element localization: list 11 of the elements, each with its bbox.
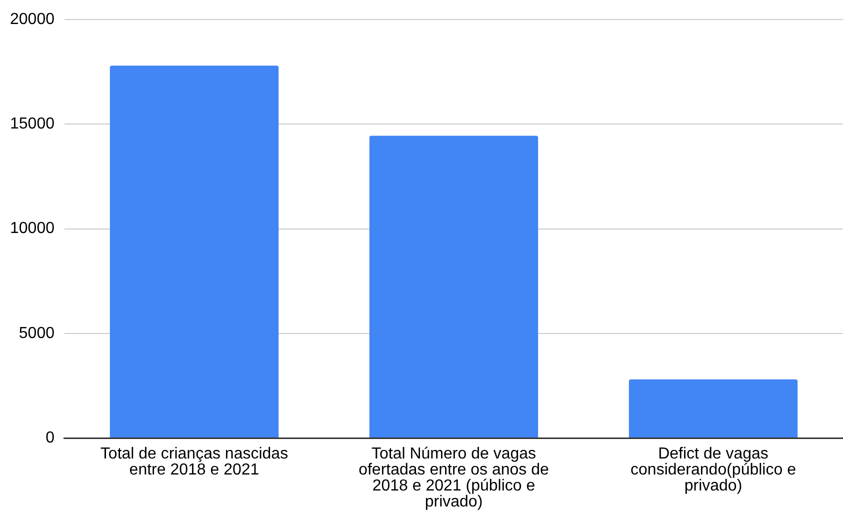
- x-tick-label: Total Número de vagas ofertadas entre os anos de 2018 e 2021 (público e privado): [358, 445, 550, 510]
- y-tick-label: 15000: [10, 116, 55, 133]
- bar: [110, 66, 279, 438]
- y-tick-label: 0: [46, 429, 55, 446]
- y-tick-label: 5000: [18, 324, 55, 342]
- y-tick-label: 10000: [10, 220, 55, 238]
- x-tick-label: Defict de vagas considerando(público e privado): [630, 445, 796, 494]
- bar: [628, 379, 798, 438]
- x-tick-label: Total de crianças nascidas entre 2018 e 2021: [100, 445, 288, 478]
- bar: [369, 136, 538, 438]
- y-tick-label: 20000: [10, 11, 55, 28]
